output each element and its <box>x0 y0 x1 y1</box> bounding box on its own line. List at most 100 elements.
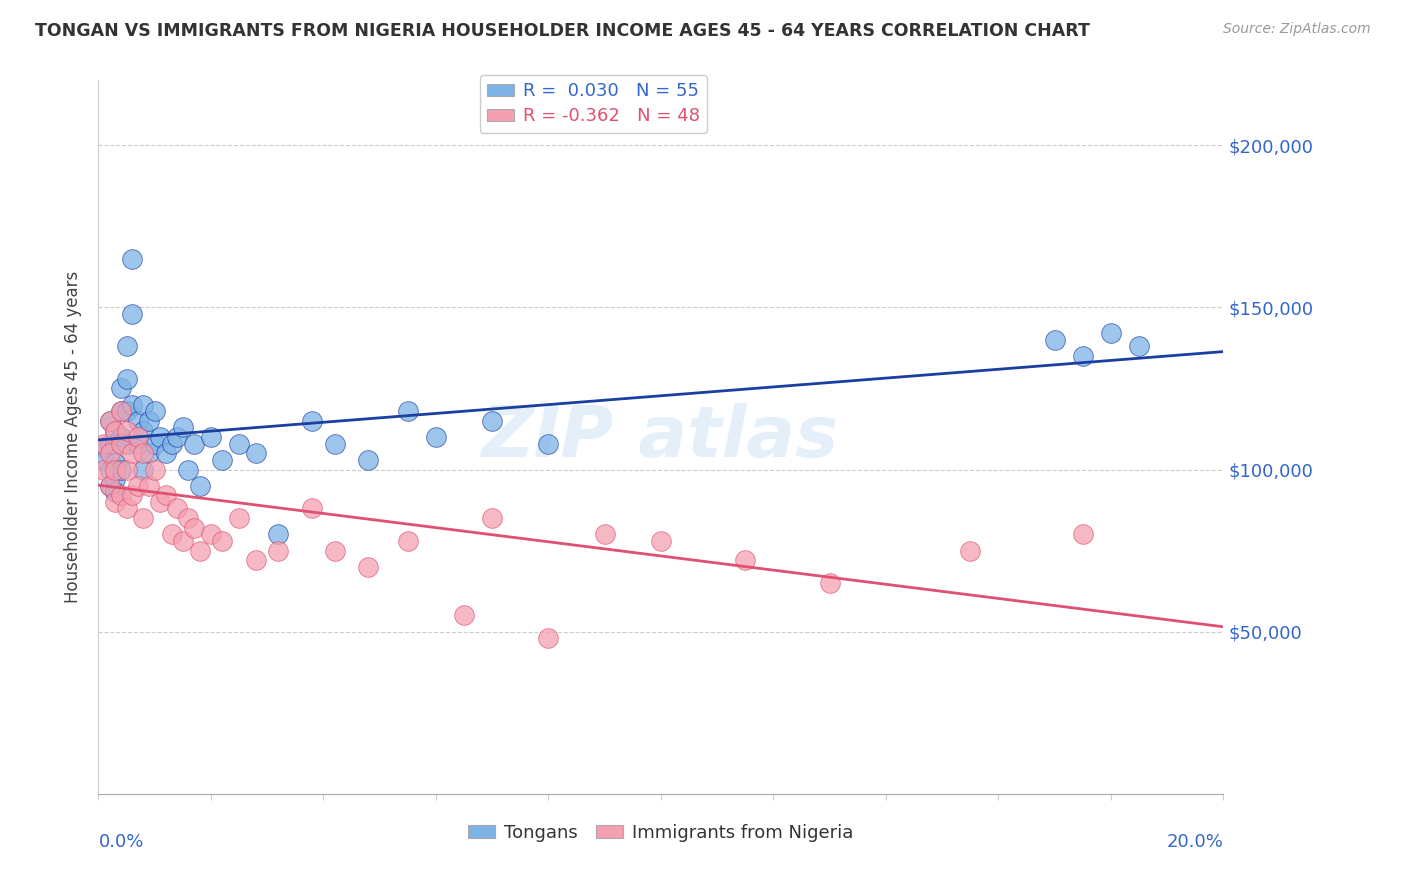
Point <box>177 462 200 476</box>
Point <box>121 398 143 412</box>
Point <box>93 436 115 450</box>
Point <box>245 553 267 567</box>
Point <box>267 527 290 541</box>
Point <box>104 456 127 470</box>
Point <box>98 414 121 428</box>
Point <box>110 488 132 502</box>
Point <box>143 462 166 476</box>
Point <box>323 543 346 558</box>
Point <box>93 452 115 467</box>
Point <box>115 339 138 353</box>
Point <box>166 501 188 516</box>
Point <box>143 404 166 418</box>
Point <box>166 430 188 444</box>
Point <box>132 446 155 460</box>
Point <box>110 430 132 444</box>
Point <box>1043 333 1066 347</box>
Point <box>453 608 475 623</box>
Point <box>160 527 183 541</box>
Point <box>98 479 121 493</box>
Point <box>132 511 155 525</box>
Point <box>93 440 115 454</box>
Point <box>138 479 160 493</box>
Point <box>121 488 143 502</box>
Point <box>132 424 155 438</box>
Point <box>149 495 172 509</box>
Point <box>98 446 121 460</box>
Point <box>104 472 127 486</box>
Point <box>93 462 115 476</box>
Point <box>160 436 183 450</box>
Point <box>110 404 132 418</box>
Point <box>818 576 841 591</box>
Point <box>115 462 138 476</box>
Point <box>104 485 127 500</box>
Point <box>104 436 127 450</box>
Point <box>357 559 380 574</box>
Point <box>138 446 160 460</box>
Text: ZIP atlas: ZIP atlas <box>482 402 839 472</box>
Point <box>149 430 172 444</box>
Point <box>183 436 205 450</box>
Point <box>177 511 200 525</box>
Point <box>115 436 138 450</box>
Point <box>115 424 138 438</box>
Point <box>104 495 127 509</box>
Point <box>110 404 132 418</box>
Point <box>228 511 250 525</box>
Point <box>172 533 194 548</box>
Point <box>188 543 211 558</box>
Point <box>228 436 250 450</box>
Point <box>115 404 138 418</box>
Point <box>104 424 127 438</box>
Point <box>200 430 222 444</box>
Point <box>1099 326 1122 341</box>
Text: 20.0%: 20.0% <box>1167 833 1223 851</box>
Point <box>132 462 155 476</box>
Point <box>323 436 346 450</box>
Point <box>132 398 155 412</box>
Point <box>110 436 132 450</box>
Point <box>537 631 560 645</box>
Point <box>155 446 177 460</box>
Point <box>104 424 127 438</box>
Point <box>115 372 138 386</box>
Point <box>1071 527 1094 541</box>
Point <box>98 479 121 493</box>
Point <box>138 414 160 428</box>
Point <box>357 452 380 467</box>
Text: TONGAN VS IMMIGRANTS FROM NIGERIA HOUSEHOLDER INCOME AGES 45 - 64 YEARS CORRELAT: TONGAN VS IMMIGRANTS FROM NIGERIA HOUSEH… <box>35 22 1090 40</box>
Point <box>301 414 323 428</box>
Point <box>425 430 447 444</box>
Point <box>143 436 166 450</box>
Text: 0.0%: 0.0% <box>98 833 143 851</box>
Point <box>121 307 143 321</box>
Point <box>211 533 233 548</box>
Point <box>481 414 503 428</box>
Text: Source: ZipAtlas.com: Source: ZipAtlas.com <box>1223 22 1371 37</box>
Point <box>98 462 121 476</box>
Point <box>121 252 143 266</box>
Point <box>1071 349 1094 363</box>
Point <box>267 543 290 558</box>
Y-axis label: Householder Income Ages 45 - 64 years: Householder Income Ages 45 - 64 years <box>65 271 83 603</box>
Point <box>115 501 138 516</box>
Point <box>121 446 143 460</box>
Point <box>127 430 149 444</box>
Point <box>104 462 127 476</box>
Point <box>537 436 560 450</box>
Point <box>127 479 149 493</box>
Point <box>98 414 121 428</box>
Point <box>110 381 132 395</box>
Point <box>188 479 211 493</box>
Point <box>172 420 194 434</box>
Legend: Tongans, Immigrants from Nigeria: Tongans, Immigrants from Nigeria <box>461 817 860 849</box>
Point <box>301 501 323 516</box>
Point <box>245 446 267 460</box>
Point <box>481 511 503 525</box>
Point <box>127 414 149 428</box>
Point <box>155 488 177 502</box>
Point <box>1128 339 1150 353</box>
Point <box>110 462 132 476</box>
Point <box>98 436 121 450</box>
